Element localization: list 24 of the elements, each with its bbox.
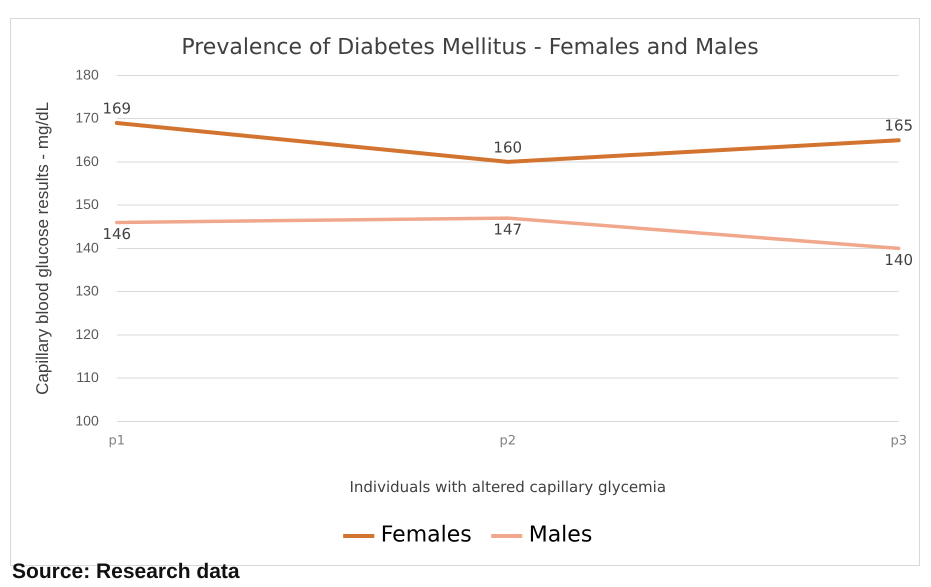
x-axis-title: Individuals with altered capillary glycemia (349, 478, 666, 496)
y-tick-label: 160 (75, 152, 99, 169)
data-label: 165 (884, 116, 914, 135)
data-label: 169 (102, 99, 132, 118)
source-note: Source: Research data (12, 560, 240, 584)
data-label: 160 (493, 138, 522, 156)
y-tick-label: 100 (75, 412, 99, 428)
x-tick-label: p2 (499, 434, 516, 449)
y-tick-label: 150 (75, 196, 99, 212)
chart-title: Prevalence of Diabetes Mellitus - Females and Males (181, 34, 759, 60)
data-label: 146 (102, 224, 132, 243)
y-tick-label: 170 (75, 110, 99, 126)
x-tick-label: p3 (890, 434, 908, 449)
y-tick-label: 120 (75, 326, 99, 342)
y-tick-label: 110 (76, 369, 99, 386)
data-label: 147 (493, 220, 522, 239)
data-label: 140 (884, 250, 914, 269)
legend-label: Males (528, 522, 592, 548)
y-tick-label: 140 (75, 239, 99, 256)
y-tick-label: 130 (75, 282, 99, 299)
x-tick-label: p1 (108, 434, 126, 449)
y-axis-title: Capillary blood glucose results - mg/dL (32, 102, 52, 395)
y-tick-label: 180 (75, 66, 99, 82)
legend-label: Females (380, 522, 472, 548)
